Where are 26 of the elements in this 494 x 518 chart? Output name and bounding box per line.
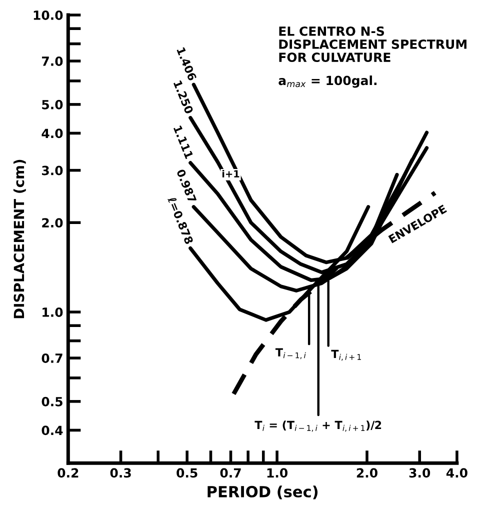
y-tick-label: 1.0 — [42, 307, 63, 317]
x-tick-label: 1.0 — [267, 468, 288, 478]
y-tick-label: 0.7 — [42, 354, 62, 363]
x-tick-label: 0.2 — [58, 468, 78, 478]
x-tick-label: 0.5 — [176, 468, 198, 478]
annotation: i+1 — [222, 170, 240, 178]
y-tick-label: 5.0 — [42, 100, 63, 110]
x-axis-title: PERIOD (sec) — [208, 486, 318, 500]
y-tick-label: 3.0 — [42, 166, 63, 176]
x-tick-label: 4.0 — [446, 468, 468, 478]
text: a$_{max}$ = 100gal. — [278, 76, 376, 88]
x-tick-label: 0.7 — [220, 468, 241, 478]
x-tick-label: 0.3 — [110, 468, 131, 478]
y-tick-label: 2.0 — [42, 218, 63, 228]
y-tick-label: 4.0 — [42, 128, 63, 138]
annotation: T$_{i,i+1}$ — [331, 350, 361, 361]
annotation: T$_{i}$ = (T$_{i−1,i}$ + T$_{i,i+1}$)/2 — [254, 420, 382, 432]
x-tick-label: 2.0 — [356, 468, 378, 478]
y-tick-label: 0.4 — [42, 426, 63, 436]
x-tick-label: 3.0 — [409, 468, 430, 478]
y-tick-label: 7.0 — [42, 56, 63, 66]
annotation: T$_{i−1,i}$ — [275, 348, 306, 360]
text: EL CENTRO N-S DISPLACEMENT SPECTRUM FOR CULVATURE — [279, 26, 466, 62]
y-tick-label: 0.5 — [42, 396, 62, 406]
y-tick-label: 10.0 — [34, 10, 63, 20]
y-axis-title: DISPLACEMENT (cm) — [13, 160, 26, 318]
